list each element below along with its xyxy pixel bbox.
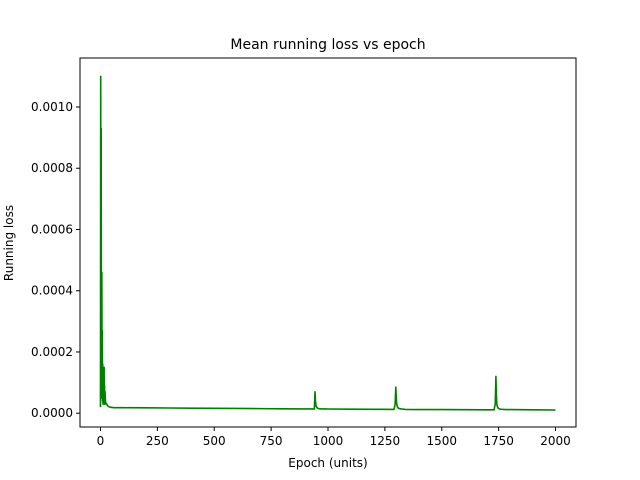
- x-tick-label-1: 250: [146, 434, 169, 448]
- x-tick-label-7: 1750: [483, 434, 514, 448]
- x-tick-label-3: 750: [260, 434, 283, 448]
- y-tick-label-5: 0.0010: [31, 100, 73, 114]
- x-tick-label-4: 1000: [313, 434, 344, 448]
- series-layer: [99, 75, 556, 411]
- y-tick-label-4: 0.0008: [31, 161, 73, 175]
- y-tick-label-3: 0.0006: [31, 222, 73, 236]
- x-tick-label-8: 2000: [540, 434, 571, 448]
- y-tick-label-2: 0.0004: [31, 284, 73, 298]
- plot-area: [80, 58, 576, 427]
- x-tick-label-2: 500: [203, 434, 226, 448]
- series-line-0: [99, 75, 556, 411]
- x-axis-label: Epoch (units): [288, 456, 367, 470]
- y-tick-label-1: 0.0002: [31, 345, 73, 359]
- y-axis-label: Running loss: [2, 205, 16, 281]
- y-tick-label-0: 0.0000: [31, 406, 73, 420]
- x-tick-label-6: 1500: [426, 434, 457, 448]
- x-tick-label-0: 0: [97, 434, 105, 448]
- x-tick-label-5: 1250: [370, 434, 401, 448]
- axes-layer: 0 250 500 750 1000 1250 1500 1750 2000 0.0000 0.00…: [31, 57, 577, 448]
- chart-title: Mean running loss vs epoch: [230, 37, 425, 53]
